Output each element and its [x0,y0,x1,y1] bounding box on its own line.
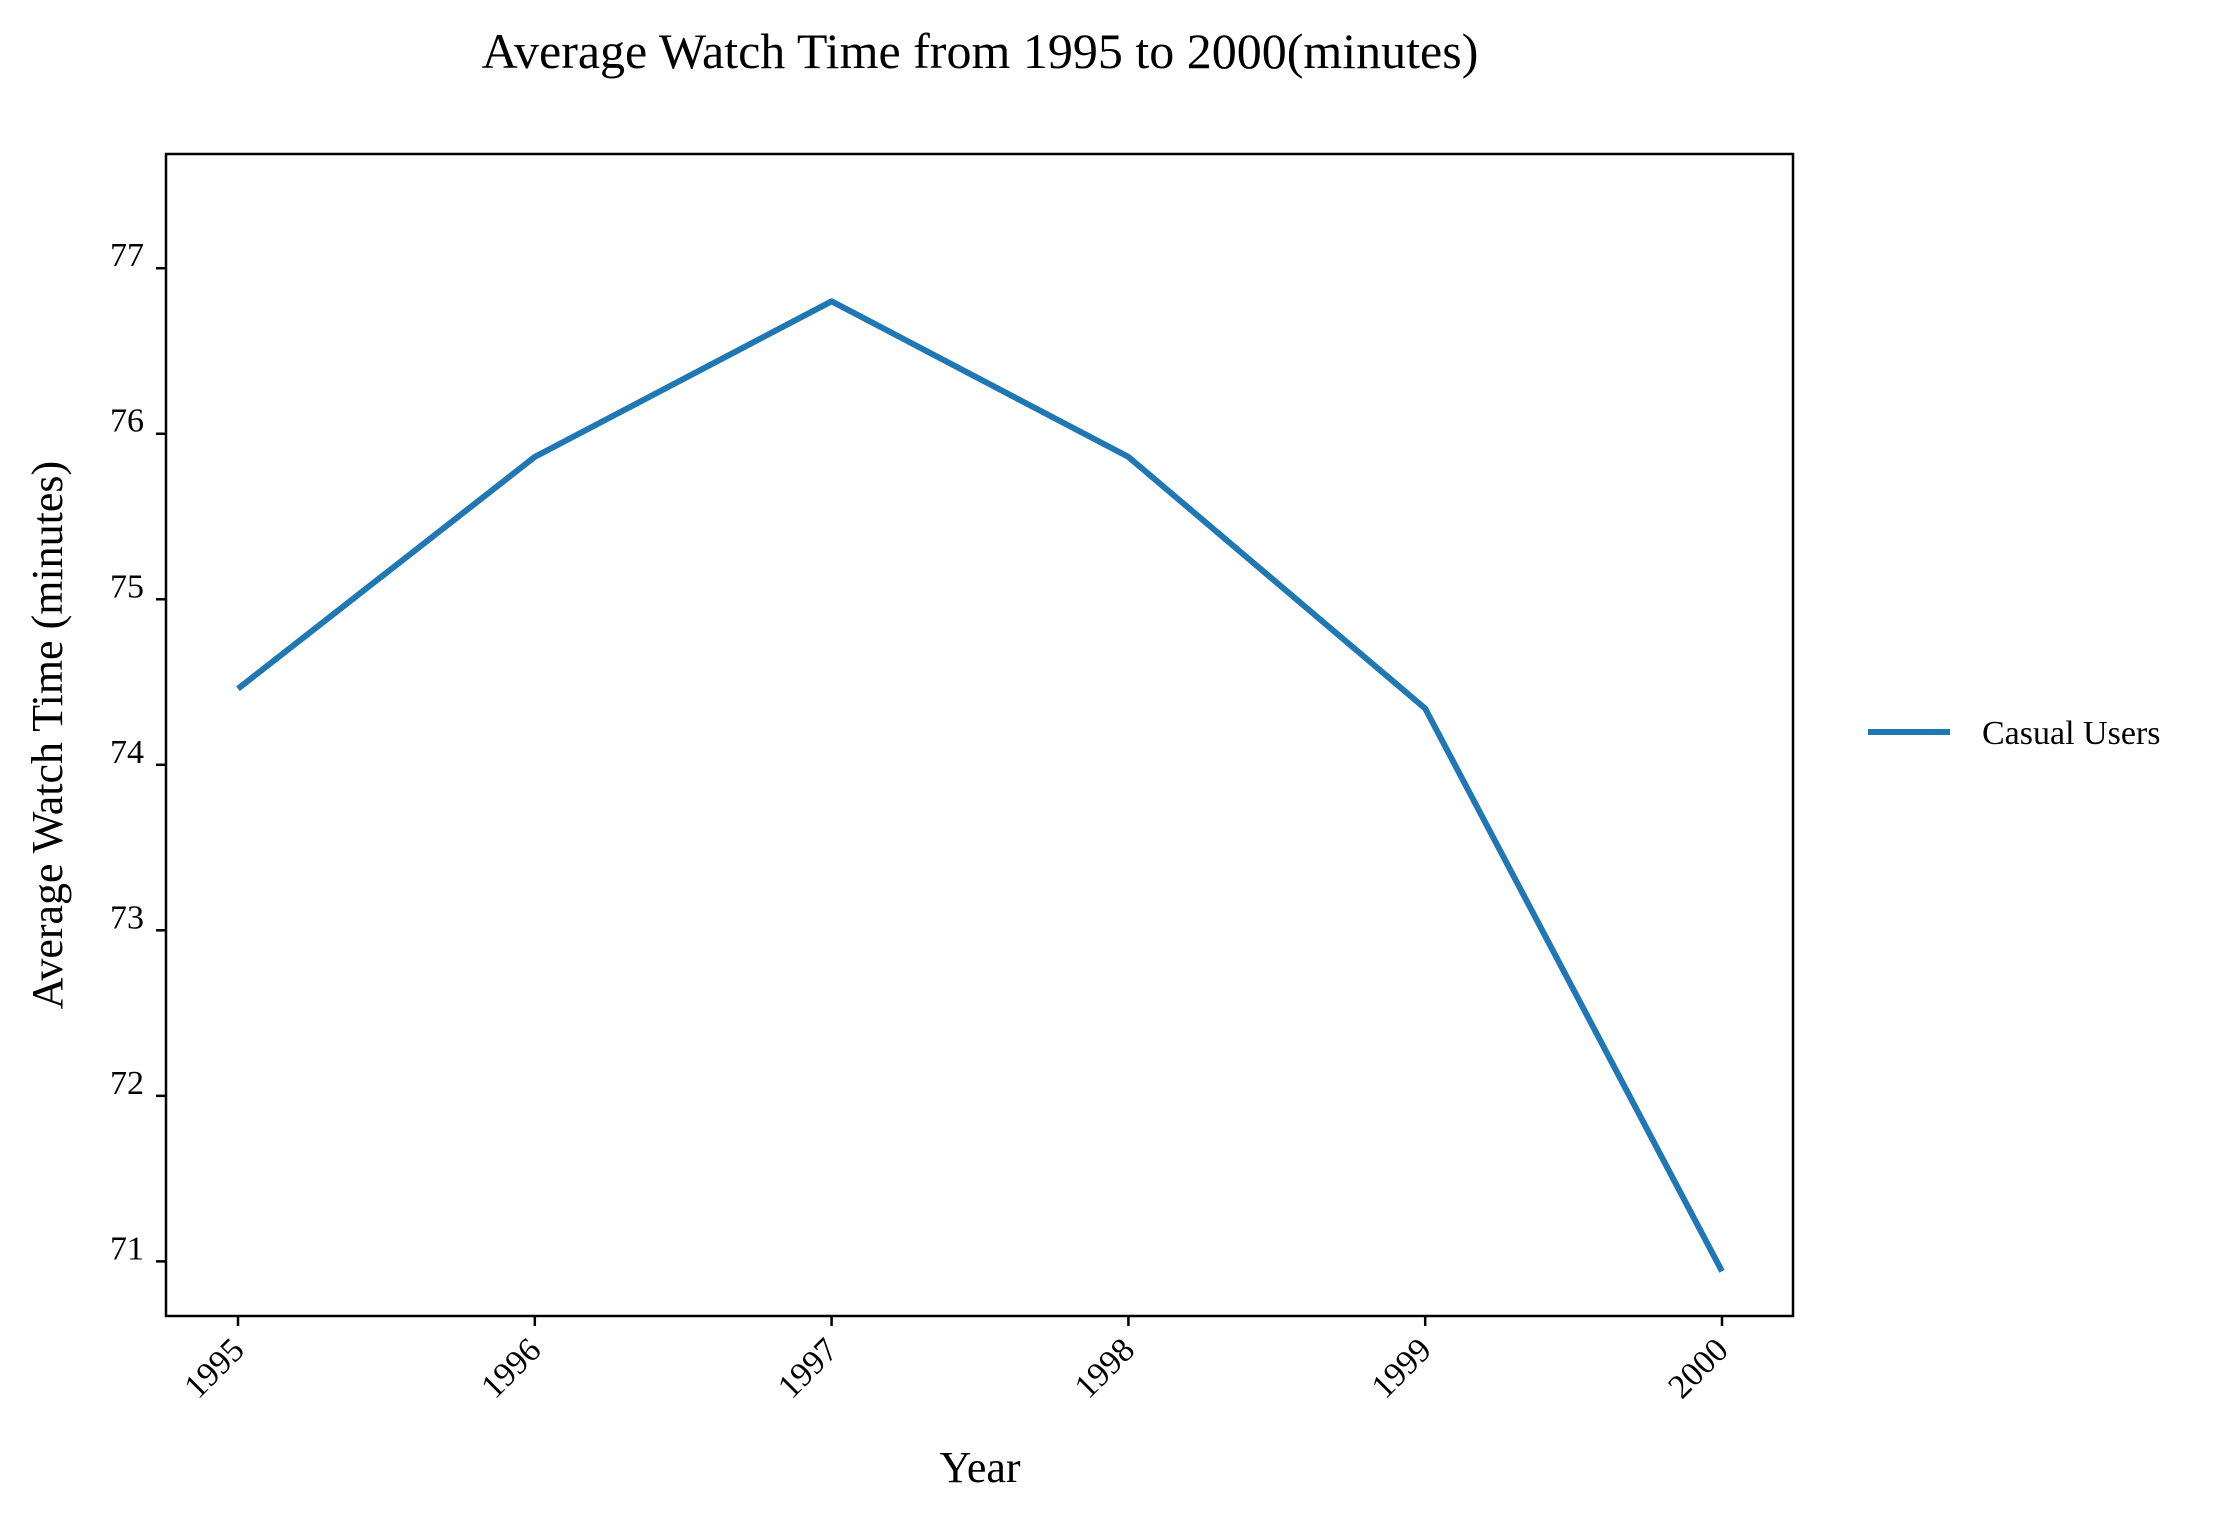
series-line-casual-users [236,298,1725,1273]
y-tick-label: 76 [110,403,144,440]
y-tick-label: 73 [110,899,144,936]
x-tick-label: 1998 [1068,1331,1142,1405]
legend-label: Casual Users [1982,715,2160,752]
x-axis-label: Year [939,1443,1020,1492]
y-axis-label: Average Watch Time (minutes) [23,461,72,1009]
x-axis: 1995 1996 1997 1998 1999 2000 [177,1316,1736,1406]
y-tick-label: 74 [110,734,144,771]
chart-title: Average Watch Time from 1995 to 2000(min… [482,23,1479,79]
y-tick-label: 72 [110,1065,144,1102]
plot-frame [164,152,1795,1318]
y-tick-label: 75 [110,568,144,605]
legend: Casual Users [1868,715,2160,752]
y-tick-label: 71 [110,1230,144,1267]
y-tick-label: 77 [110,237,144,274]
x-tick-label: 1995 [177,1331,251,1405]
plot-area [164,152,1795,1318]
x-tick-label: 1997 [771,1331,845,1405]
series-layer [236,298,1725,1273]
x-tick-label: 1999 [1365,1331,1439,1405]
y-axis: 71 72 73 74 75 76 77 [110,237,166,1267]
x-tick-label: 2000 [1661,1331,1735,1405]
x-tick-label: 1996 [474,1331,548,1405]
